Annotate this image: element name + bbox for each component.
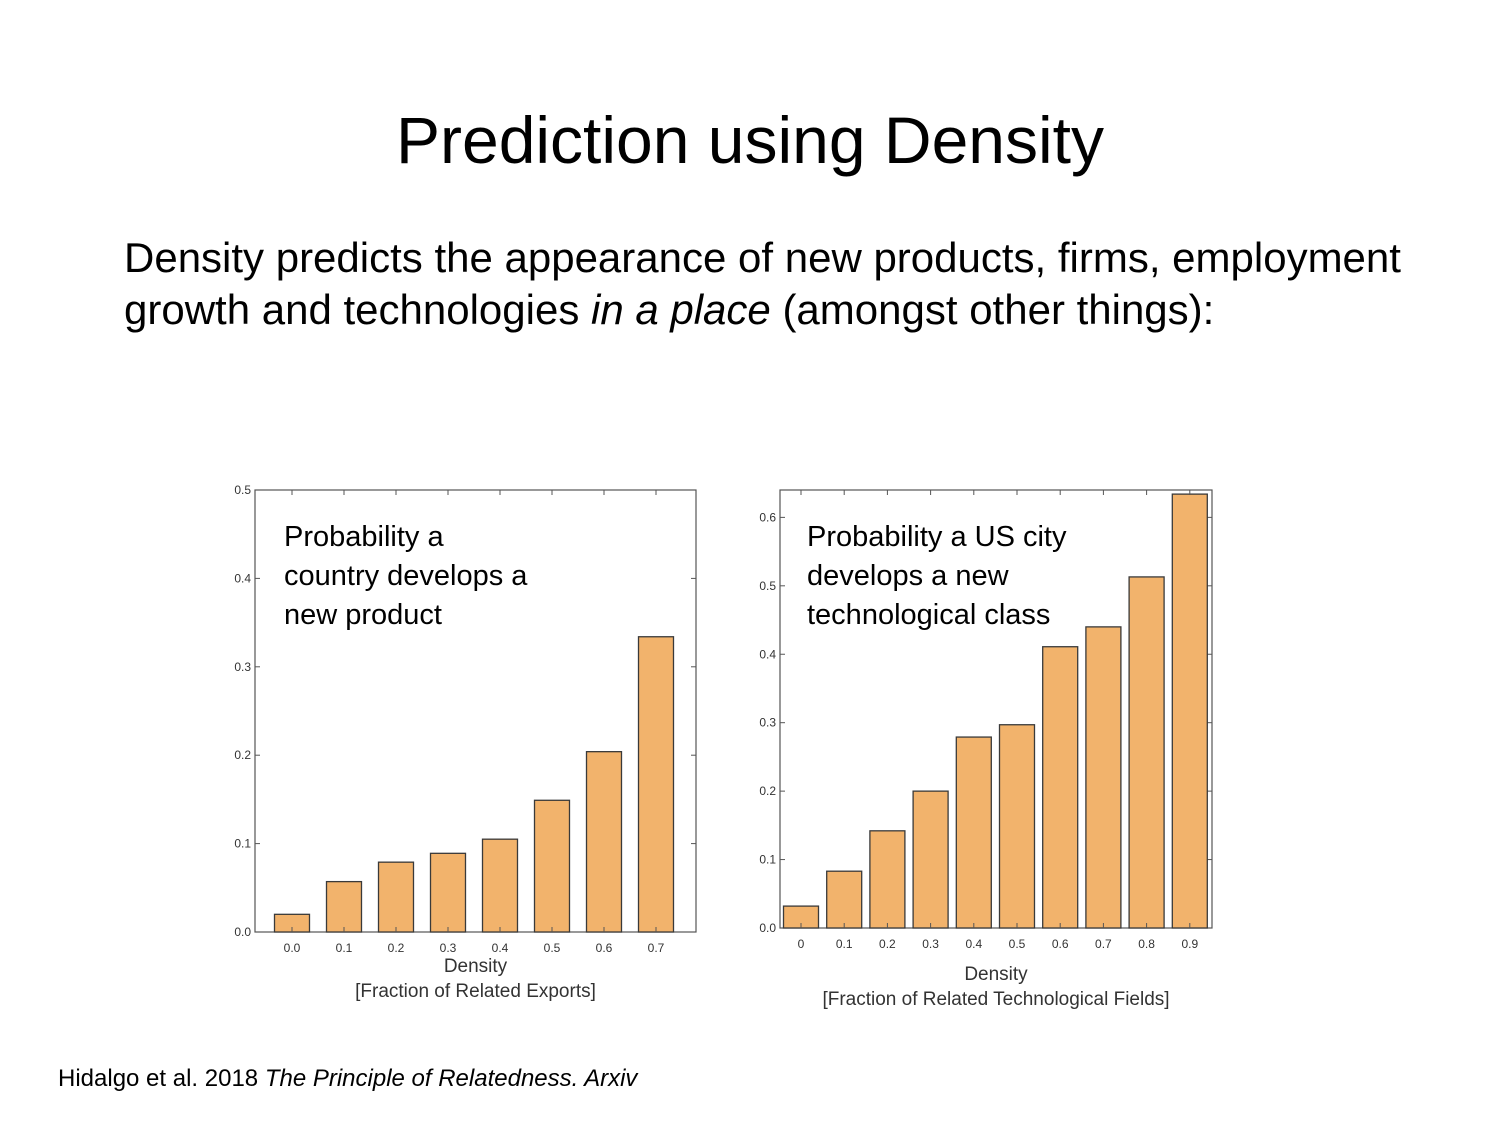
x-tick-label: 0.0: [284, 941, 301, 955]
bar: [1128, 576, 1165, 929]
bar: [1042, 646, 1079, 929]
x-tick-label: 0.3: [922, 937, 939, 951]
bar: [826, 870, 863, 929]
x-tick-label: 0.6: [1052, 937, 1069, 951]
citation-italic: The Principle of Relatedness. Arxiv: [264, 1065, 638, 1092]
bar: [1171, 493, 1208, 929]
chart-us-city-tech-class: 0.0 0.1 0.2 0.3 0.4 0.5 0.6 0 0.1 0.2 0.3 0.4 0.5 0.6…: [759, 489, 1213, 1010]
y-tick-label: 0.2: [234, 748, 251, 762]
y-tick-label: 0.3: [234, 660, 251, 674]
chart-country-new-product: 0.0 0.1 0.2 0.3 0.4 0.5 0.0 0.1 0.2 0.3 0.4 0.5 0.6 0…: [234, 483, 697, 1002]
x-axis-subtitle: [Fraction of Related Exports]: [355, 981, 596, 1002]
y-tick-label: 0.3: [759, 716, 776, 730]
bar: [998, 724, 1036, 929]
x-axis-title: Density: [964, 964, 1028, 985]
x-tick-label: 0.1: [836, 937, 853, 951]
x-tick-label: 0.3: [440, 941, 457, 955]
bar: [637, 636, 675, 933]
x-tick-label: 0.2: [388, 941, 405, 955]
bar: [533, 799, 571, 933]
x-tick-label: 0.7: [648, 941, 665, 955]
x-tick-label: 0.1: [336, 941, 353, 955]
slide-title: Prediction using Density: [395, 103, 1105, 177]
y-tick-label: 0.2: [759, 784, 776, 798]
citation: Hidalgo et al. 2018 The Principle of Rel…: [58, 1064, 637, 1094]
body-text-part1: Density predicts the appearance of new p…: [124, 234, 1401, 333]
y-tick-label: 0.4: [234, 571, 251, 585]
citation-plain: Hidalgo et al. 2018: [58, 1065, 265, 1092]
x-tick-label: 0.2: [879, 937, 896, 951]
x-tick-label: 0.7: [1095, 937, 1112, 951]
y-tick-label: 0.0: [234, 925, 251, 939]
x-tick-label: 0.9: [1181, 937, 1198, 951]
plot-frame: [254, 489, 697, 933]
y-tick-label: 0.1: [234, 837, 251, 851]
y-tick-label: 0.4: [759, 647, 776, 661]
x-axis-title: Density: [444, 956, 508, 977]
x-tick-label: 0: [798, 937, 805, 951]
bar: [325, 880, 363, 933]
body-text-part2: (amongst other things):: [770, 286, 1215, 333]
y-tick-label: 0.0: [759, 921, 776, 935]
bar: [585, 751, 623, 933]
bar: [955, 736, 992, 929]
y-tick-label: 0.5: [759, 579, 776, 593]
bar: [377, 861, 415, 933]
plot-frame: [779, 489, 1213, 929]
x-tick-label: 0.6: [596, 941, 613, 955]
bar: [429, 852, 467, 933]
x-tick-label: 0.4: [492, 941, 509, 955]
x-tick-label: 0.4: [965, 937, 982, 951]
chart-annotation-right: Probability a US city develops a new tec…: [807, 521, 1067, 631]
body-text-italic: in a place: [590, 286, 771, 333]
bar: [912, 790, 949, 929]
x-axis-subtitle: [Fraction of Related Technological Field…: [822, 989, 1169, 1010]
y-tick-label: 0.6: [759, 510, 776, 524]
bar: [869, 830, 906, 929]
x-tick-label: 0.5: [1009, 937, 1026, 951]
x-tick-label: 0.5: [544, 941, 561, 955]
bar: [481, 838, 519, 933]
y-tick-label: 0.1: [759, 853, 776, 867]
chart-annotation-left: Probability a country develops a new pro…: [284, 521, 528, 631]
body-text: Density predicts the appearance of new p…: [124, 232, 1434, 336]
bar: [1085, 626, 1122, 929]
y-tick-label: 0.5: [234, 483, 251, 497]
x-tick-label: 0.8: [1138, 937, 1155, 951]
